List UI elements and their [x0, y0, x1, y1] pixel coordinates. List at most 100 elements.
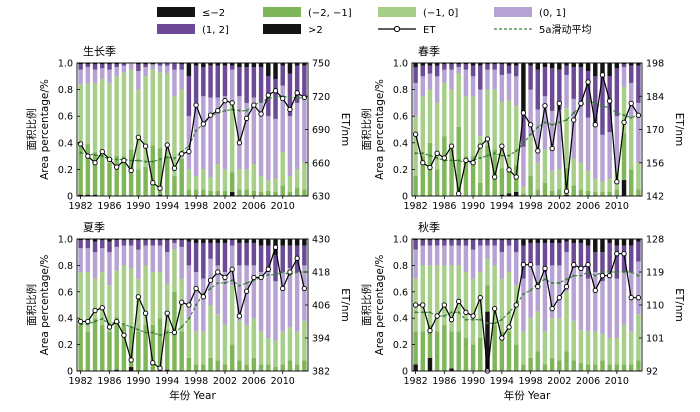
legend-label: (−1, 0] — [423, 8, 458, 19]
bar-segment — [201, 63, 206, 67]
ma5-point — [471, 318, 475, 321]
bar-segment — [237, 265, 242, 321]
bar-segment — [427, 73, 433, 90]
et-point — [614, 251, 620, 257]
bar-segment — [564, 252, 569, 292]
bar-segment — [492, 239, 497, 241]
bar-segment — [564, 239, 569, 242]
bar-segment — [85, 272, 91, 332]
bar-segment — [100, 272, 105, 325]
bar-segment — [85, 144, 91, 195]
bar-segment — [485, 145, 490, 196]
bar-segment — [193, 331, 199, 365]
bar-segment — [229, 245, 235, 286]
bar-segment — [492, 240, 497, 246]
bar-segment — [164, 65, 170, 74]
bar-segment — [528, 65, 533, 90]
bar-segment — [621, 66, 627, 87]
x-tick-label: 1986 — [97, 201, 121, 212]
bar-segment — [150, 69, 156, 146]
bar-segment — [114, 64, 119, 67]
legend-item: (1, 2] — [157, 24, 229, 36]
bar-segment — [193, 189, 199, 196]
bar-segment — [273, 178, 278, 193]
bar-segment — [506, 239, 512, 241]
et-point — [114, 164, 120, 170]
bar-segment — [621, 324, 627, 365]
bar-segment — [499, 168, 505, 195]
bar-segment — [463, 240, 469, 246]
y-right-tick-label: 394 — [312, 334, 330, 345]
bar-segment — [179, 246, 184, 279]
et-point — [258, 274, 264, 281]
bar-segment — [549, 63, 555, 69]
et-point — [186, 302, 192, 308]
ma5-point — [551, 281, 554, 285]
bar-segment — [85, 64, 91, 67]
et-point — [157, 185, 163, 191]
bar-segment — [485, 285, 490, 312]
bar-segment — [456, 73, 461, 127]
bar-segment — [222, 190, 228, 196]
bar-segment — [150, 272, 156, 325]
bar-segment — [470, 65, 476, 77]
bar-segment — [456, 64, 461, 67]
legend-item: (0, 1] — [494, 7, 566, 19]
bar-segment — [636, 261, 641, 315]
y-left-tick-label: 0 — [67, 192, 73, 203]
bar-segment — [164, 156, 170, 196]
y-left-label-cn: 面积比例 — [360, 284, 373, 326]
ma5-point — [274, 273, 277, 276]
bar-segment — [593, 331, 598, 365]
ma5-point — [572, 111, 575, 114]
bar-segment — [287, 176, 293, 193]
bar-segment — [294, 169, 300, 189]
bar-segment — [600, 281, 605, 335]
bar-segment — [420, 63, 426, 66]
bar-segment — [470, 96, 476, 157]
bar-segment — [636, 65, 641, 103]
bar-segment — [107, 63, 112, 65]
bar-segment — [621, 364, 627, 371]
bar-segment — [571, 242, 576, 269]
ma5-point — [630, 270, 633, 274]
bar-segment — [114, 156, 119, 196]
bar-segment — [585, 117, 591, 171]
ma5-point — [187, 317, 190, 320]
ma5-point — [137, 159, 140, 162]
bar-segment — [251, 357, 257, 371]
legend-item: (−1, 0] — [378, 7, 458, 19]
bar-segment — [201, 364, 206, 371]
et-point — [527, 122, 534, 128]
bar-segment — [229, 240, 235, 246]
bar-segment — [456, 239, 461, 241]
ma5-point — [637, 274, 640, 277]
bar-segment — [636, 241, 641, 262]
bar-segment — [215, 360, 221, 371]
bar-segment — [549, 170, 555, 191]
bar-segment — [413, 176, 418, 196]
et-point — [506, 324, 512, 330]
bar-segment — [535, 109, 541, 163]
bar-segment — [92, 194, 98, 196]
bar-segment — [201, 66, 206, 97]
legend-swatch — [263, 24, 301, 34]
bar-segment — [578, 66, 584, 103]
bar-segment — [513, 76, 519, 106]
y-left-tick-label: 0.2 — [393, 340, 408, 351]
et-point — [215, 108, 221, 114]
bar-segment — [201, 239, 206, 243]
bar-segment — [557, 265, 562, 319]
bar-segment — [434, 331, 440, 371]
bar-segment — [222, 65, 228, 97]
bar-segment — [528, 318, 533, 358]
bar-segment — [485, 89, 490, 146]
bar-segment — [442, 63, 447, 65]
bar-segment — [506, 100, 512, 167]
bar-segment — [237, 96, 242, 170]
et-point — [77, 141, 84, 147]
et-point — [243, 115, 250, 122]
et-point — [463, 157, 469, 164]
x-tick-label: 2006 — [576, 376, 600, 387]
bar-segment — [513, 65, 519, 77]
